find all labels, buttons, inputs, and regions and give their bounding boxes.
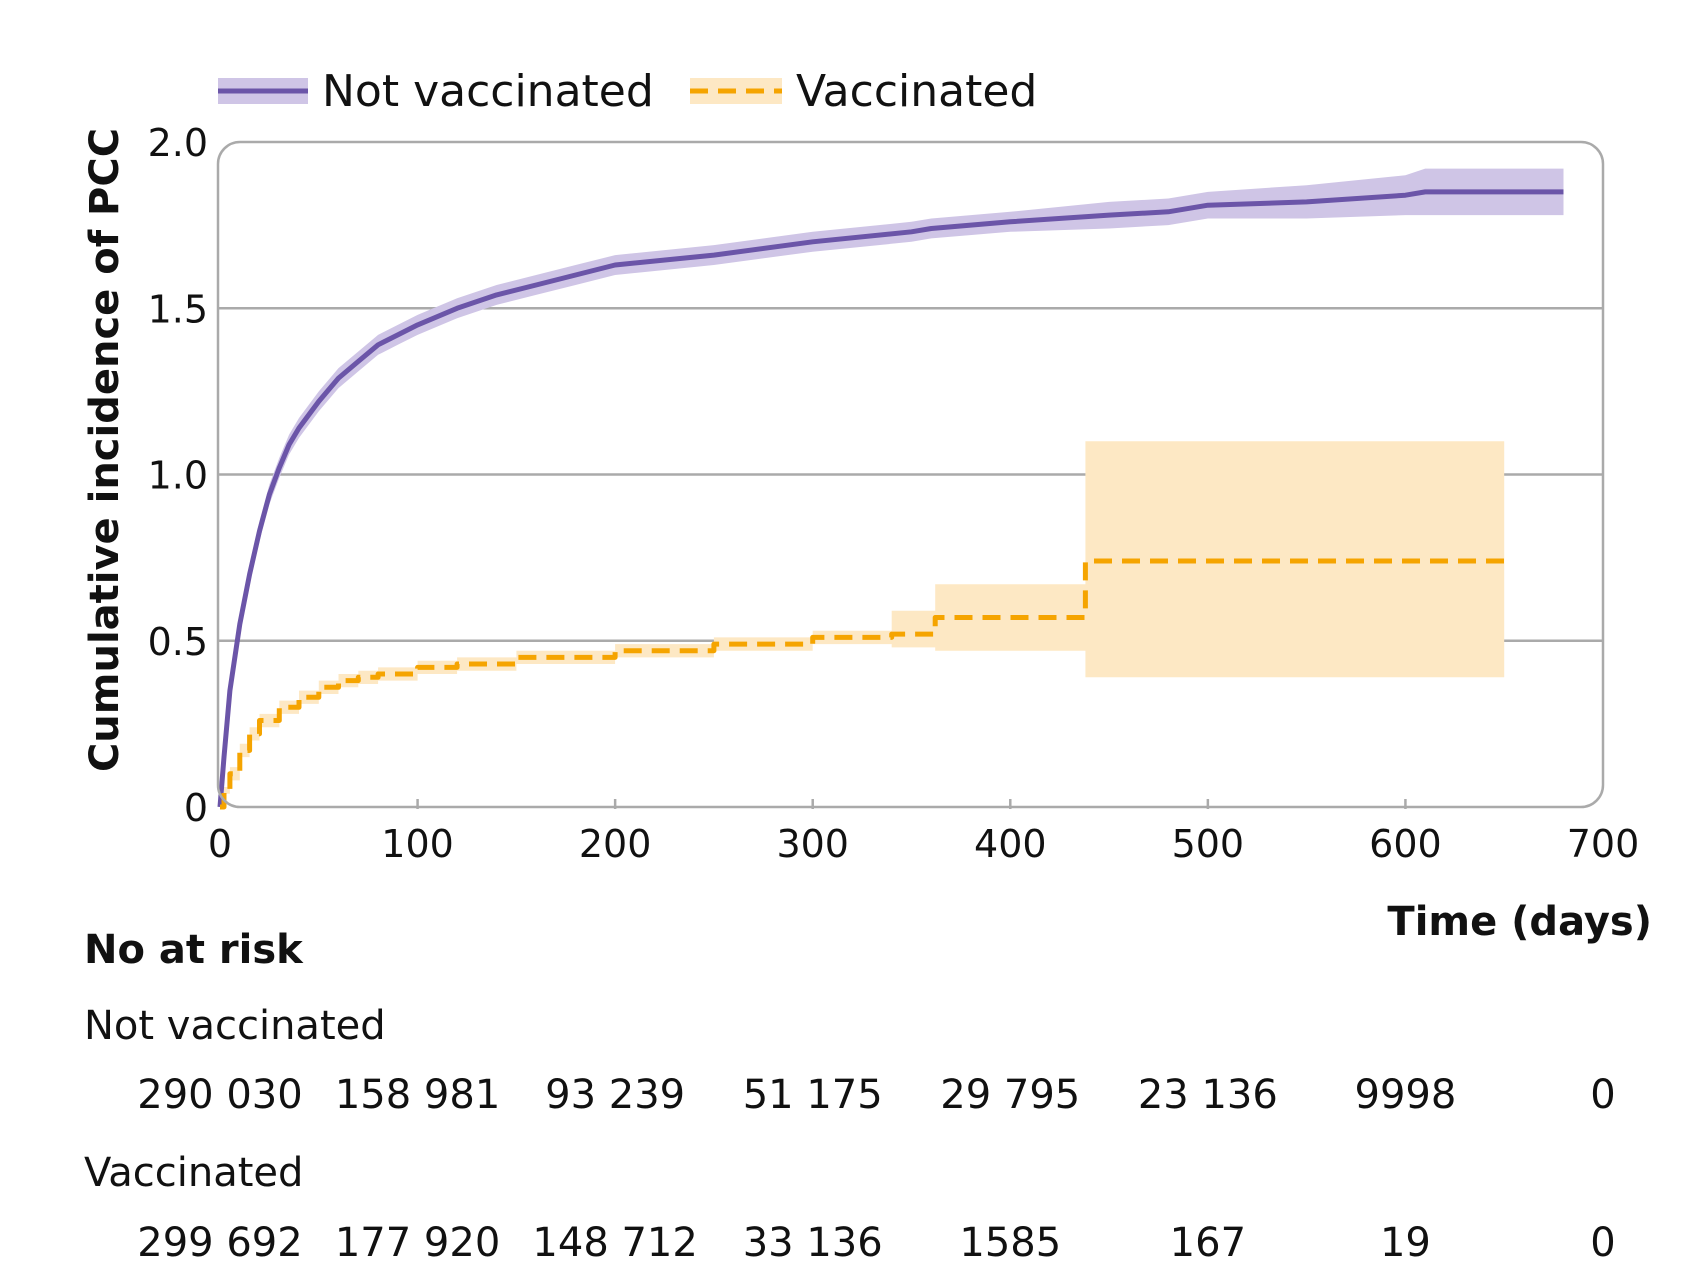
x-tick-label: 300 [776,822,849,866]
y-tick-label: 0 [184,786,208,830]
risk-table: No at risk Not vaccinated 290 030 158 981… [84,927,1616,1266]
y-tick-label: 2.0 [148,121,208,165]
risk-value: 158 981 [335,1072,500,1118]
risk-value: 177 920 [335,1220,500,1266]
legend-item-vaccinated: Vaccinated [690,66,1037,117]
x-tick-label: 500 [1172,822,1245,866]
risk-group-label-vaccinated: Vaccinated [84,1150,303,1196]
x-tick-label: 0 [208,822,232,866]
risk-value: 1585 [959,1220,1061,1266]
confidence-bands [220,168,1564,808]
x-axis-title: Time (days) [1387,899,1652,945]
y-axis: 0 0.5 1.0 1.5 2.0 [148,121,208,830]
risk-value: 9998 [1355,1072,1457,1118]
risk-value: 0 [1590,1072,1615,1118]
series-lines [217,189,1564,810]
y-axis-title: Cumulative incidence of PCC [82,128,128,772]
plot-frame [216,140,1605,809]
risk-group-label-not-vaccinated: Not vaccinated [84,1003,386,1049]
x-tick-label: 700 [1567,822,1640,866]
series-line-vaccinated [220,558,1505,810]
legend: Not vaccinated Vaccinated [218,66,1037,117]
x-tick-label: 200 [579,822,652,866]
x-tick-label: 100 [381,822,454,866]
y-tick-label: 1.0 [148,454,208,498]
risk-value: 51 175 [743,1072,883,1118]
series-line-not-vaccinated [217,189,1564,808]
risk-value: 299 692 [137,1220,302,1266]
y-tick-label: 1.5 [148,287,208,331]
legend-item-not-vaccinated: Not vaccinated [218,66,654,117]
risk-table-title: No at risk [84,927,304,973]
y-tick-label: 0.5 [148,620,208,664]
risk-value: 290 030 [137,1072,302,1118]
x-tick-label: 600 [1369,822,1442,866]
risk-value: 0 [1590,1220,1615,1266]
risk-value: 23 136 [1138,1072,1278,1118]
confidence-band-vaccinated [220,441,1505,807]
legend-label-not-vaccinated: Not vaccinated [322,66,654,117]
x-tick-label: 400 [974,822,1047,866]
risk-row-not-vaccinated: 290 030 158 981 93 239 51 175 29 795 23 136 99… [137,1072,1615,1118]
risk-value: 33 136 [743,1220,883,1266]
risk-value: 19 [1380,1220,1431,1266]
risk-value: 93 239 [545,1072,685,1118]
risk-value: 29 795 [940,1072,1080,1118]
legend-label-vaccinated: Vaccinated [796,66,1037,117]
risk-value: 167 [1170,1220,1246,1266]
risk-value: 148 712 [532,1220,697,1266]
risk-row-vaccinated: 299 692 177 920 148 712 33 136 1585 167 19 0 [137,1220,1615,1266]
x-axis: 0 100 200 300 400 500 600 700 [208,799,1639,866]
